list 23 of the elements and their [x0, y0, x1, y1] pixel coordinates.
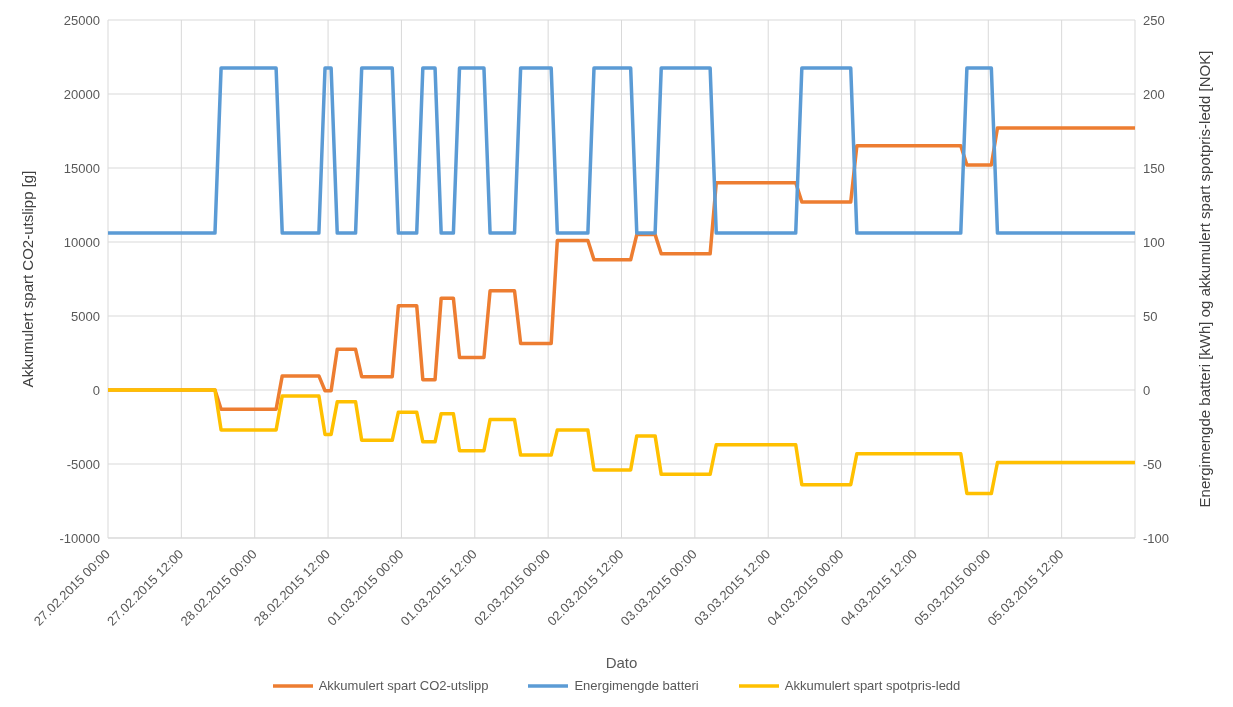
- x-axis-title: Dato: [605, 654, 638, 671]
- y2-tick-label: -100: [1143, 530, 1170, 546]
- y2-tick-label: 0: [1143, 382, 1151, 398]
- y-tick-label: -10000: [59, 530, 100, 546]
- y2-axis-title: Energimengde batteri [kWh] og akkumulert spart spotpris-ledd [NOK]: [1196, 50, 1214, 508]
- y-tick-label: 10000: [63, 234, 100, 250]
- y-axis-title: Akkumulert spart CO2-utslipp [g]: [19, 170, 37, 388]
- y-tick-label: -5000: [66, 456, 100, 472]
- y2-tick-label: 200: [1143, 86, 1165, 102]
- y-tick-label: 20000: [63, 86, 100, 102]
- line-series: [108, 388, 1135, 496]
- y2-tick-label: 250: [1143, 12, 1165, 28]
- legend-label: Akkumulert spart spotpris-ledd: [784, 678, 961, 693]
- y-tick-label: 25000: [63, 12, 100, 28]
- y2-tick-label: -50: [1143, 456, 1162, 472]
- y-tick-label: 5000: [71, 308, 100, 324]
- legend-label: Energimengde batteri: [574, 678, 699, 693]
- y2-tick-label: 100: [1143, 234, 1165, 250]
- y-tick-label: 15000: [63, 160, 100, 176]
- legend-label: Akkumulert spart CO2-utslipp: [318, 678, 489, 693]
- y2-tick-label: 50: [1143, 308, 1158, 324]
- y-tick-label: 0: [92, 382, 100, 398]
- y2-tick-label: 150: [1143, 160, 1165, 176]
